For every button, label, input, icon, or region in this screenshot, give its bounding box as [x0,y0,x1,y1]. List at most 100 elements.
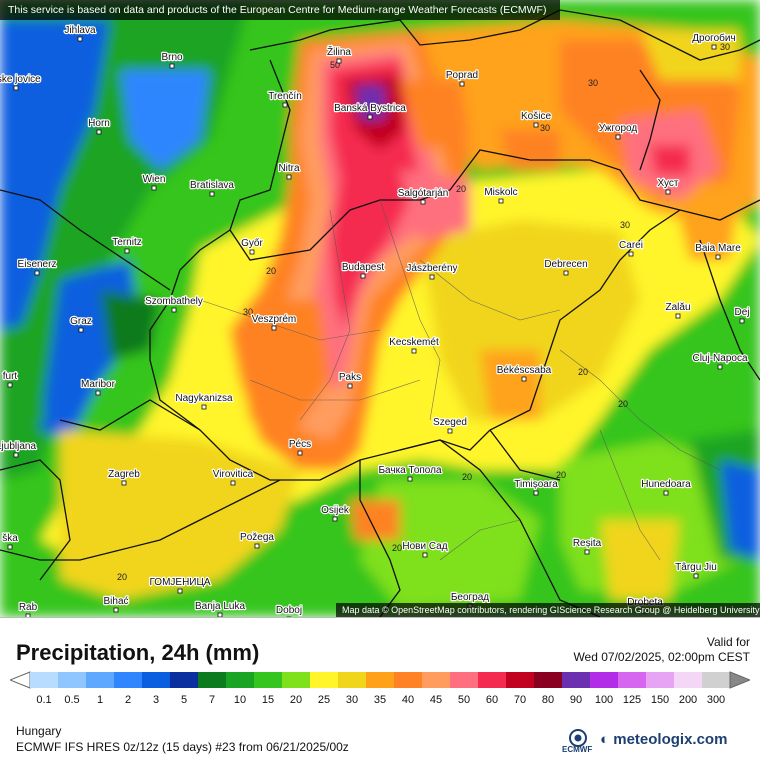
legend-tick-label: 40 [401,694,415,706]
region-borders [199,199,721,561]
city-label: Wien [143,174,166,185]
city-marker-icon [498,198,504,204]
city-label: Dej [734,307,749,318]
isohyet-label: 20 [618,399,628,409]
city-label: Budapest [342,262,384,273]
legend-tick-label: 0.5 [64,694,80,706]
isohyet-label: 20 [556,470,566,480]
legend-tick-label: 3 [152,694,160,706]
city-label: Carei [619,240,643,251]
meteologix-icon: ◐ [600,731,610,748]
legend-swatch [478,672,507,688]
city-label: Дрогобич [692,32,735,44]
legend-swatch [702,672,731,688]
city-label: Timișoara [514,479,558,490]
isohyet-label: 30 [243,307,253,317]
legend-swatch [422,672,451,688]
city-marker-icon [422,552,428,558]
city-label: Paks [339,372,361,383]
legend-swatch [506,672,535,688]
city-label: Veszprém [252,314,296,325]
isohyet-label: 30 [620,220,630,230]
legend-swatch [170,672,199,688]
city-marker-icon [271,325,277,331]
city-label: Košice [521,111,551,122]
city-label: Нови Сад [402,541,447,552]
city-marker-icon [25,613,31,617]
legend-tick-label: 50 [457,694,471,706]
country-borders [0,9,760,617]
city-marker-icon [360,273,366,279]
legend-tick-label: 70 [513,694,527,706]
city-marker-icon [96,129,102,135]
city-label: Bihać [103,596,128,607]
precipitation-map[interactable]: 50 30 30 20 30 20 30 20 20 20 20 20 30 20 Jihlava Brno… [0,0,760,617]
city-label: Târgu Jiu [675,562,717,573]
city-marker-icon [407,476,413,482]
legend-tick-label: 0.1 [36,694,52,706]
city-marker-icon [201,404,207,410]
legend-swatch [366,672,395,688]
legend-tick-label: 150 [650,694,670,706]
city-label: Požega [240,532,274,543]
city-marker-icon [177,588,183,594]
legend-swatch [142,672,171,688]
city-marker-icon [77,36,83,42]
legend-swatch [394,672,423,688]
city-marker-icon [124,248,130,254]
legend-tick-label: 60 [485,694,499,706]
isohyet-label: 20 [392,543,402,553]
city-marker-icon [563,270,569,276]
legend-swatch [310,672,339,688]
city-label: Maribor [81,379,116,390]
city-marker-icon [533,490,539,496]
precip-field [0,0,760,617]
city-marker-icon [230,480,236,486]
ecmwf-logo-text: ECMWF [562,745,593,754]
city-marker-icon [34,270,40,276]
city-label: Doboj [276,605,302,616]
map-canvas: 50 30 30 20 30 20 30 20 20 20 20 20 30 20 Jihlava Brno… [0,0,760,617]
data-disclaimer: This service is based on data and produc… [0,0,560,20]
legend-over-arrow [729,671,750,689]
map-title: Precipitation, 24h (mm) [16,640,260,665]
city-marker-icon [297,450,303,456]
meteologix-brand: meteologix.com [613,731,728,748]
legend-swatch [590,672,619,688]
city-label: Rab [19,602,38,613]
isohyet-label: 50 [330,60,340,70]
city-marker-icon [429,274,435,280]
legend-tick-label: 2 [124,694,132,706]
isohyet-label: 20 [456,184,466,194]
city-marker-icon [584,549,590,555]
city-label: Kecskemét [389,337,439,348]
city-marker-icon [336,58,342,64]
legend-tick-label: 10 [233,694,247,706]
map-attribution[interactable]: Map data © OpenStreetMap contributors, r… [336,603,760,617]
city-label: Pécs [289,439,311,450]
valid-time: Wed 07/02/2025, 02:00pm CEST [573,650,750,664]
legend-tick-label: 45 [429,694,443,706]
city-marker-icon [367,114,373,120]
city-label: Salgótarján [398,188,449,199]
city-label: Virovitica [213,469,254,480]
legend-swatch [198,672,227,688]
isohyet-label: 20 [117,572,127,582]
city-label: Banja Luka [195,601,245,612]
meteologix-logo[interactable]: ◐ meteologix.com [600,731,727,748]
valid-time-block: Valid for Wed 07/02/2025, 02:00pm CEST [573,635,750,665]
city-marker-icon [7,382,13,388]
city-label: Nagykanizsa [175,393,233,404]
city-marker-icon [411,348,417,354]
legend-tick-label: 5 [180,694,188,706]
city-label: Zagreb [108,469,140,480]
legend-swatch [226,672,255,688]
contour-labels: 50 30 30 20 30 20 30 20 20 20 20 20 30 20 [117,42,730,582]
city-marker-icon [675,313,681,319]
city-label: Poprad [446,70,478,81]
city-label: Ужгород [599,123,638,134]
legend-swatch [646,672,675,688]
legend-tick-label: 300 [706,694,726,706]
isohyet-label: 30 [540,123,550,133]
city-label: Graz [70,316,92,327]
